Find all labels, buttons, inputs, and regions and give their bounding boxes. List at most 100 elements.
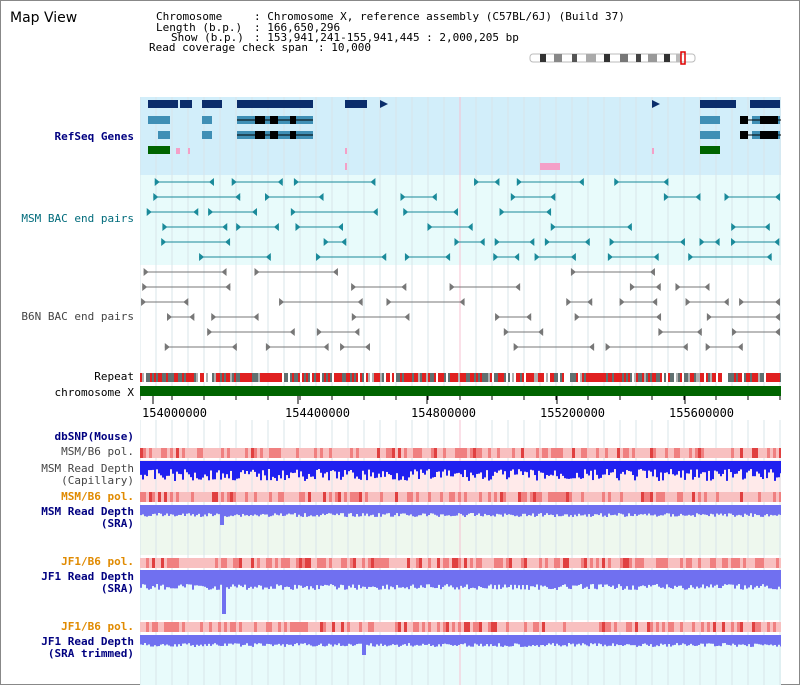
depth-bar bbox=[776, 635, 778, 647]
pol-segment bbox=[458, 558, 461, 568]
depth-bar bbox=[382, 461, 384, 472]
depth-bar bbox=[238, 635, 240, 644]
depth-bar bbox=[756, 461, 758, 472]
pol-segment bbox=[350, 492, 353, 502]
depth-bar bbox=[454, 461, 456, 474]
depth-bar bbox=[160, 570, 162, 586]
pol-segment bbox=[260, 558, 263, 568]
depth-bar bbox=[764, 461, 766, 470]
depth-bar bbox=[258, 570, 260, 586]
track-label-b6n-bac: B6N BAC end pairs bbox=[21, 310, 134, 323]
pol-segment bbox=[245, 622, 248, 632]
depth-bar bbox=[218, 570, 220, 590]
depth-bar bbox=[274, 461, 276, 479]
depth-bar bbox=[740, 461, 742, 470]
pol-segment bbox=[596, 448, 599, 458]
repeat-segment bbox=[686, 373, 688, 382]
pol-segment bbox=[245, 558, 248, 568]
depth-bar bbox=[210, 570, 212, 590]
pol-segment bbox=[398, 448, 401, 458]
depth-bar bbox=[626, 635, 628, 645]
pol-segment bbox=[173, 492, 176, 502]
length-value: : 166,650,296 bbox=[254, 21, 341, 34]
depth-bar bbox=[674, 635, 676, 645]
pol-segment bbox=[536, 448, 539, 458]
depth-bar bbox=[336, 461, 338, 479]
depth-bar bbox=[702, 461, 704, 473]
pol-segment bbox=[218, 622, 221, 632]
depth-bar bbox=[768, 570, 770, 589]
pol-segment bbox=[635, 492, 638, 502]
depth-bar bbox=[728, 505, 730, 514]
repeat-track bbox=[140, 373, 781, 382]
repeat-segment bbox=[320, 373, 322, 382]
repeat-segment bbox=[690, 373, 692, 382]
pol-segment bbox=[287, 622, 290, 632]
repeat-segment bbox=[246, 373, 248, 382]
depth-bar bbox=[730, 461, 732, 473]
repeat-segment bbox=[204, 373, 206, 382]
depth-bar bbox=[514, 570, 516, 585]
genome-browser-canvas[interactable] bbox=[140, 97, 781, 685]
depth-bar bbox=[332, 570, 334, 586]
chromosome-ideogram[interactable] bbox=[528, 51, 698, 65]
depth-bar bbox=[152, 570, 154, 587]
depth-bar bbox=[550, 461, 552, 475]
depth-bar bbox=[602, 505, 604, 517]
pol-segment bbox=[437, 622, 440, 632]
depth-bar bbox=[672, 570, 674, 589]
ncrna-block bbox=[345, 163, 347, 170]
depth-bar bbox=[510, 635, 512, 647]
pol-segment bbox=[425, 448, 428, 458]
depth-bar bbox=[168, 635, 170, 646]
repeat-segment bbox=[504, 373, 506, 382]
depth-bar bbox=[754, 570, 756, 588]
depth-bar bbox=[368, 461, 370, 470]
pol-segment bbox=[641, 622, 644, 632]
depth-bar bbox=[242, 505, 244, 514]
depth-bar bbox=[456, 635, 458, 646]
pol-segment bbox=[506, 622, 509, 632]
depth-bar bbox=[216, 570, 218, 590]
pol-segment bbox=[479, 622, 482, 632]
depth-bar bbox=[716, 635, 718, 646]
depth-bar bbox=[336, 635, 338, 646]
depth-bar bbox=[612, 461, 614, 473]
depth-bar bbox=[186, 461, 188, 473]
depth-bar bbox=[578, 461, 580, 478]
depth-bar bbox=[322, 570, 324, 587]
depth-bar bbox=[416, 505, 418, 517]
repeat-segment bbox=[428, 373, 430, 382]
depth-bar bbox=[252, 461, 254, 470]
pol-segment bbox=[626, 448, 629, 458]
depth-bar bbox=[348, 570, 350, 586]
depth-bar bbox=[174, 635, 176, 645]
depth-bar bbox=[430, 635, 432, 646]
pol-segment bbox=[287, 492, 290, 502]
pol-segment bbox=[653, 492, 656, 502]
depth-bar bbox=[478, 505, 480, 514]
depth-bar bbox=[166, 635, 168, 645]
pol-segment bbox=[431, 448, 434, 458]
pol-segment bbox=[257, 558, 260, 568]
depth-bar bbox=[306, 505, 308, 517]
depth-bar bbox=[626, 570, 628, 587]
depth-bar bbox=[224, 461, 226, 478]
depth-bar bbox=[642, 570, 644, 586]
depth-bar bbox=[680, 505, 682, 514]
b6n-bac-end bbox=[340, 343, 346, 351]
depth-bar bbox=[682, 505, 684, 516]
depth-bar bbox=[524, 635, 526, 647]
depth-bar bbox=[402, 505, 404, 514]
depth-bar bbox=[140, 505, 142, 516]
depth-bar bbox=[254, 461, 256, 472]
depth-bar bbox=[768, 505, 770, 517]
chromosome-value: : Chromosome X, reference assembly (C57B… bbox=[254, 10, 625, 23]
depth-bar bbox=[396, 570, 398, 586]
depth-bar bbox=[504, 635, 506, 646]
pol-segment bbox=[164, 558, 167, 568]
depth-bar bbox=[598, 570, 600, 585]
pol-segment bbox=[356, 492, 359, 502]
depth-bar bbox=[344, 635, 346, 647]
b6n-bac-end bbox=[570, 268, 576, 276]
